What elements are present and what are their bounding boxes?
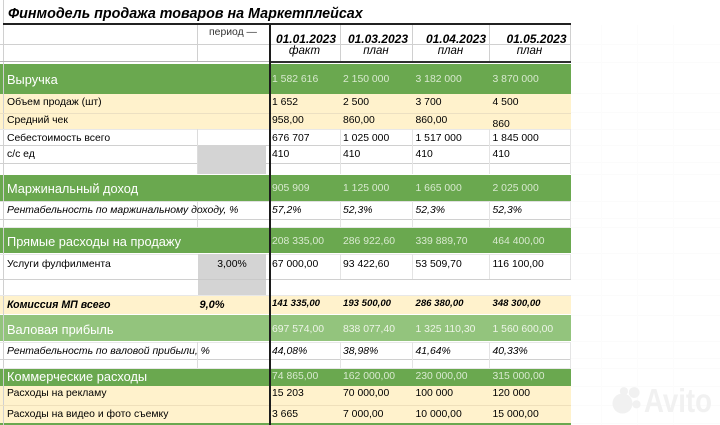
svg-text:Avito: Avito bbox=[644, 383, 712, 418]
